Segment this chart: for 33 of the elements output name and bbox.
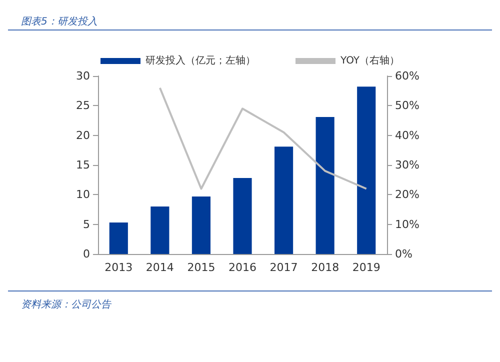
- y-tick-label: 10: [76, 188, 90, 202]
- y-tick-label: 20: [76, 128, 90, 142]
- y-tick-label: 5: [83, 218, 90, 231]
- bar: [109, 222, 128, 254]
- legend-label: YOY（右轴）: [340, 54, 400, 66]
- x-tick-label: 2019: [352, 261, 380, 274]
- chart-title: 图表5：研发投入: [21, 16, 98, 28]
- y2-tick-label: 50%: [395, 99, 420, 112]
- x-tick-label: 2016: [228, 261, 256, 274]
- y2-tick-label: 60%: [395, 70, 420, 82]
- legend-label: 研发投入（亿元；左轴）: [146, 54, 256, 66]
- bar: [233, 178, 252, 254]
- line-series: [158, 86, 368, 190]
- y-tick-label: 25: [76, 99, 90, 112]
- x-tick-label: 2017: [270, 261, 298, 274]
- y2-tick-label: 20%: [395, 188, 420, 202]
- x-tick-label: 2014: [146, 261, 174, 274]
- x-tick-label: 2018: [311, 261, 340, 274]
- y-tick-label: 15: [76, 158, 90, 172]
- y2-tick-label: 30%: [395, 158, 420, 172]
- bar: [316, 116, 334, 254]
- bar: [274, 146, 294, 254]
- bar: [357, 86, 376, 254]
- y-tick-label: 30: [76, 70, 90, 82]
- y2-tick-label: 40%: [395, 128, 420, 142]
- y2-tick-label: 0%: [395, 248, 412, 260]
- text: 资料来源：公司公告: [21, 298, 112, 310]
- x-tick-label: 2015: [187, 261, 216, 274]
- bar: [192, 196, 211, 254]
- bar: [150, 206, 170, 254]
- y2-tick-label: 10%: [395, 218, 420, 231]
- x-tick-label: 2013: [104, 261, 133, 274]
- y-tick-label: 0: [83, 248, 90, 260]
